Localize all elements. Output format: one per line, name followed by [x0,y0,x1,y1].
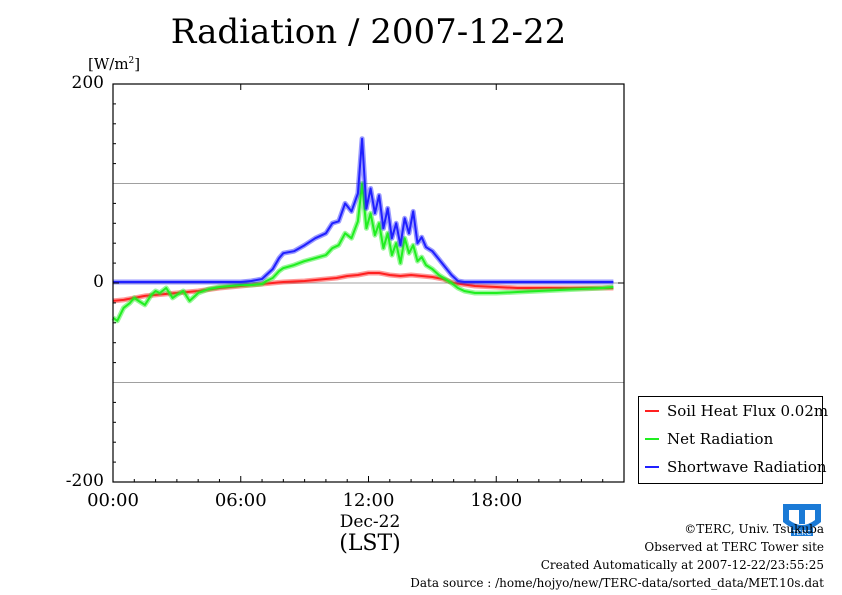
credit-copyright: ©TERC, Univ. Tsukuba [684,522,824,536]
legend-label-net-radiation: Net Radiation [667,430,774,448]
y-tick-label: 0 [93,272,104,292]
series-lines [111,136,614,324]
series-line-net-radiation [112,182,614,322]
credit-site: Observed at TERC Tower site [644,540,824,554]
x-axis-date-label: Dec-22 [339,512,401,532]
legend: Soil Heat Flux 0.02m Net Radiation Short… [638,396,828,484]
legend-swatch-shortwave-radiation [645,466,659,468]
x-tick-label: 12:00 [342,490,395,511]
unit-prefix: [W/m [88,55,129,73]
x-tick-label: 00:00 [87,490,139,511]
series-line-shortwave-radiation [113,137,614,283]
credits-block: ©TERC, Univ. Tsukuba Observed at TERC To… [410,520,824,592]
credit-data-source: Data source : /home/hojyo/new/TERC-data/… [410,576,824,590]
x-tick-label: 06:00 [214,490,267,511]
legend-label-shortwave-radiation: Shortwave Radiation [667,458,827,476]
legend-swatch-soil-heat-flux [645,410,659,412]
credit-created: Created Automatically at 2007-12-22/23:5… [540,558,824,572]
legend-swatch-net-radiation [645,438,659,440]
unit-suffix: ] [134,55,141,73]
terc-logo-icon: TERC [783,504,821,537]
logo-text: TERC [792,530,811,537]
x-tick-label: 18:00 [470,490,523,511]
plot-frame [112,83,625,483]
y-axis-unit-label: [W/m2] [88,55,140,73]
legend-label-soil-heat-flux: Soil Heat Flux 0.02m [667,402,829,420]
unit-superscript: 2 [128,56,135,66]
chart-title: Radiation / 2007-12-22 [170,12,567,52]
x-axis-timezone-label: (LST) [339,531,401,556]
y-tick-label: -200 [65,471,104,491]
y-tick-label: 200 [71,73,104,93]
